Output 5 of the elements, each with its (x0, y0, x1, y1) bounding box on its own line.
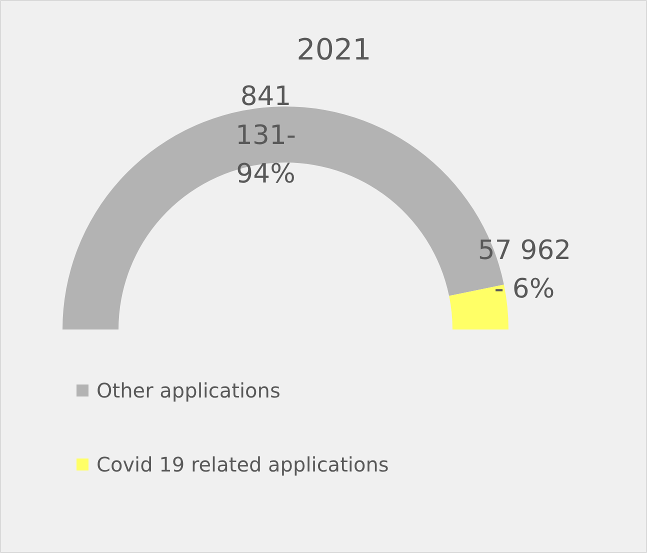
chart-title: 2021 (296, 32, 372, 66)
legend-label: Other applications (96, 378, 280, 402)
data-label: 57 962 - 6% (478, 234, 572, 305)
legend-label: Covid 19 related applications (96, 452, 389, 476)
data-label: 841 131- 94% (236, 81, 296, 190)
